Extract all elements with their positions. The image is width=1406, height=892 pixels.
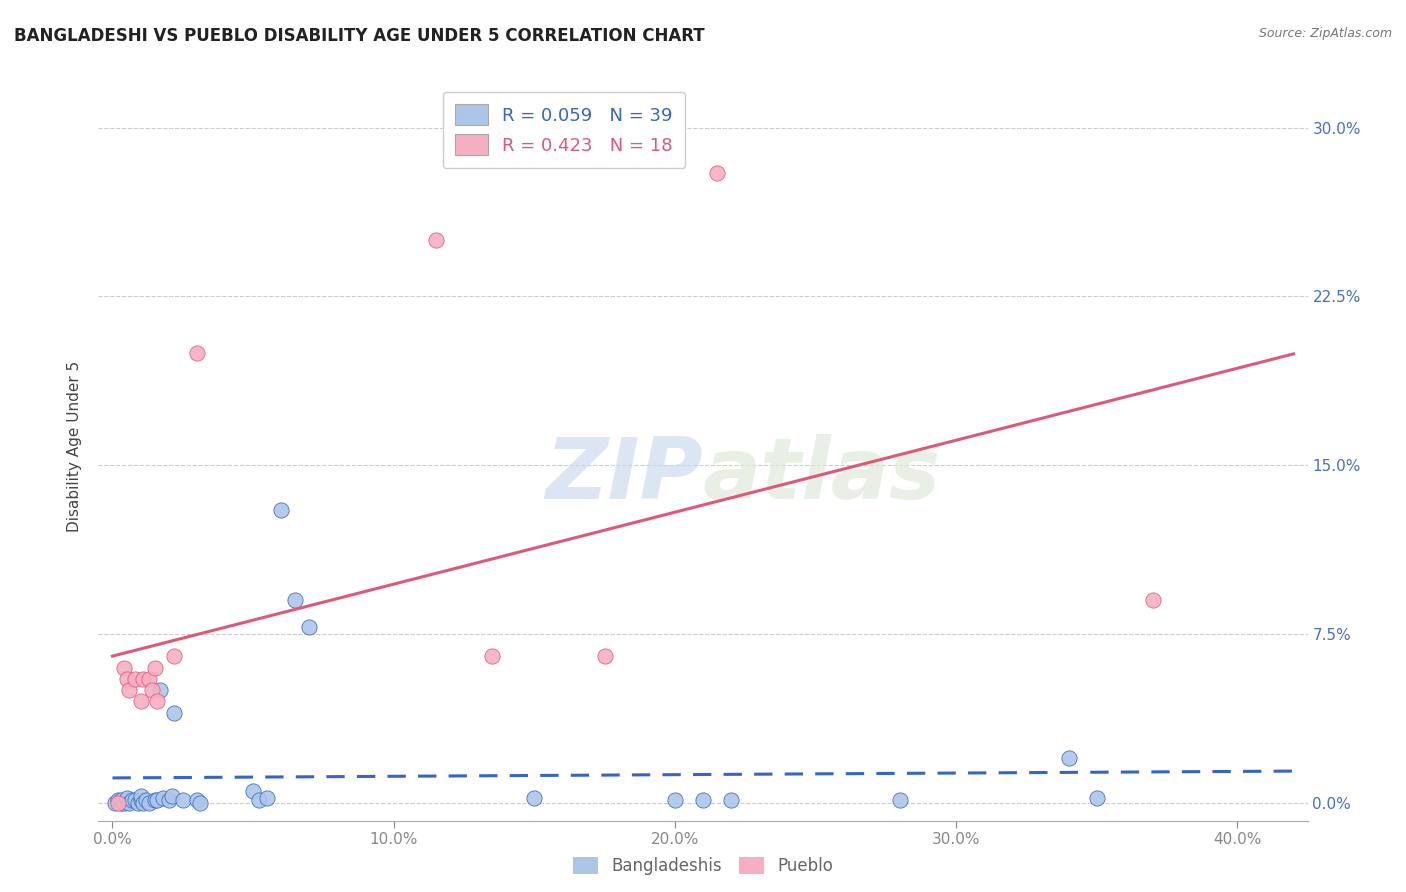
- Point: [692, 793, 714, 807]
- Legend: Bangladeshis, Pueblo: Bangladeshis, Pueblo: [565, 849, 841, 884]
- Point: [115, 793, 138, 807]
- Point: [138, 672, 160, 686]
- Point: [425, 233, 447, 247]
- Point: [129, 789, 152, 803]
- Point: [593, 649, 616, 664]
- Point: [138, 796, 160, 810]
- Point: [143, 660, 166, 674]
- Point: [135, 793, 157, 807]
- Point: [163, 649, 186, 664]
- Point: [104, 796, 127, 810]
- Point: [186, 793, 208, 807]
- Point: [127, 796, 149, 810]
- Point: [523, 791, 546, 805]
- Point: [121, 793, 143, 807]
- Text: atlas: atlas: [703, 434, 941, 517]
- Point: [172, 793, 194, 807]
- Text: Source: ZipAtlas.com: Source: ZipAtlas.com: [1258, 27, 1392, 40]
- Y-axis label: Disability Age Under 5: Disability Age Under 5: [67, 360, 83, 532]
- Point: [107, 793, 129, 807]
- Point: [706, 166, 728, 180]
- Point: [124, 793, 146, 807]
- Point: [188, 796, 211, 810]
- Point: [298, 620, 321, 634]
- Point: [132, 796, 155, 810]
- Point: [186, 345, 208, 359]
- Point: [112, 660, 135, 674]
- Point: [115, 791, 138, 805]
- Point: [129, 793, 152, 807]
- Point: [124, 672, 146, 686]
- Point: [112, 796, 135, 810]
- Point: [256, 791, 278, 805]
- Point: [141, 683, 163, 698]
- Point: [664, 793, 686, 807]
- Point: [1057, 750, 1080, 764]
- Point: [720, 793, 742, 807]
- Point: [143, 793, 166, 807]
- Point: [481, 649, 503, 664]
- Point: [247, 793, 270, 807]
- Point: [146, 694, 169, 708]
- Point: [163, 706, 186, 720]
- Point: [1085, 791, 1108, 805]
- Point: [107, 796, 129, 810]
- Point: [110, 793, 132, 807]
- Point: [242, 784, 264, 798]
- Point: [157, 793, 180, 807]
- Text: ZIP: ZIP: [546, 434, 703, 517]
- Point: [149, 683, 172, 698]
- Point: [284, 593, 307, 607]
- Point: [270, 503, 292, 517]
- Point: [118, 796, 141, 810]
- Point: [152, 791, 174, 805]
- Text: BANGLADESHI VS PUEBLO DISABILITY AGE UNDER 5 CORRELATION CHART: BANGLADESHI VS PUEBLO DISABILITY AGE UND…: [14, 27, 704, 45]
- Point: [115, 672, 138, 686]
- Point: [146, 793, 169, 807]
- Point: [132, 672, 155, 686]
- Point: [1142, 593, 1164, 607]
- Point: [118, 683, 141, 698]
- Point: [160, 789, 183, 803]
- Point: [110, 796, 132, 810]
- Point: [129, 694, 152, 708]
- Point: [889, 793, 911, 807]
- Legend: R = 0.059   N = 39, R = 0.423   N = 18: R = 0.059 N = 39, R = 0.423 N = 18: [443, 92, 685, 168]
